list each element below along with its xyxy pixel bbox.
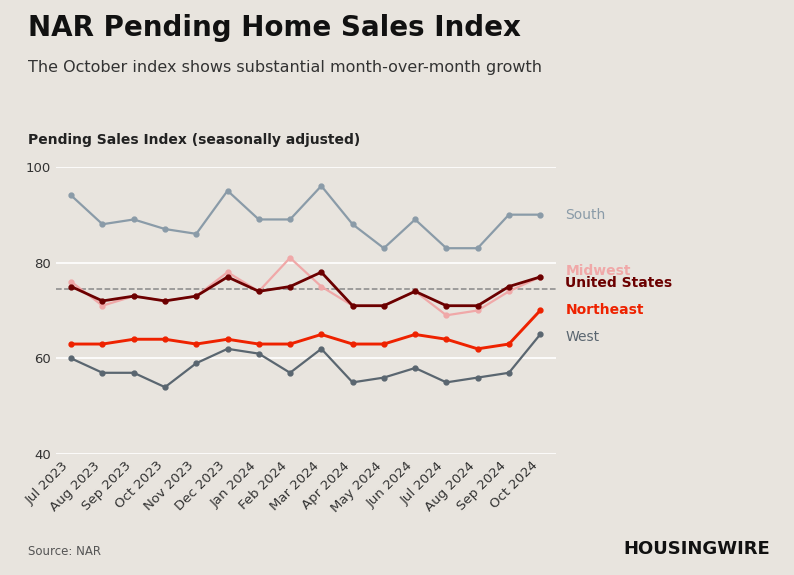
- Text: The October index shows substantial month-over-month growth: The October index shows substantial mont…: [28, 60, 542, 75]
- Text: West: West: [565, 330, 599, 344]
- Text: NAR Pending Home Sales Index: NAR Pending Home Sales Index: [28, 14, 521, 43]
- Text: HOUSINGWIRE: HOUSINGWIRE: [623, 540, 770, 558]
- Text: United States: United States: [565, 275, 673, 290]
- Text: Source: NAR: Source: NAR: [28, 545, 101, 558]
- Text: Pending Sales Index (seasonally adjusted): Pending Sales Index (seasonally adjusted…: [28, 133, 360, 147]
- Text: Midwest: Midwest: [565, 264, 630, 278]
- Text: Northeast: Northeast: [565, 304, 644, 317]
- Text: South: South: [565, 208, 606, 222]
